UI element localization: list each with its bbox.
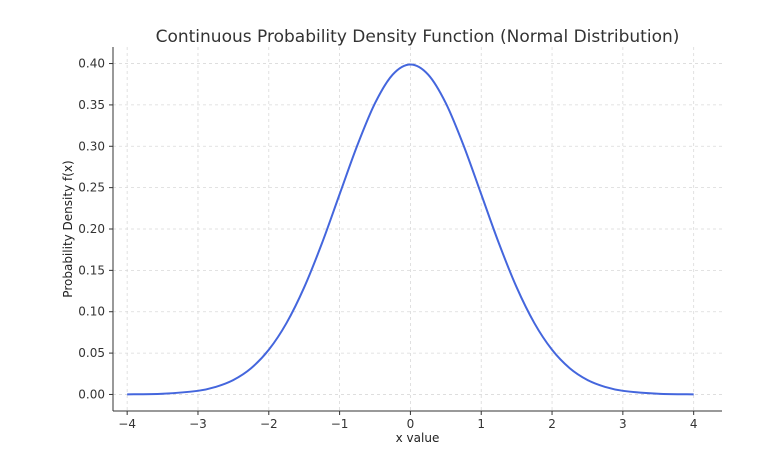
x-tick-label: 0: [407, 417, 415, 431]
y-tick-label: 0.25: [78, 181, 105, 195]
y-tick-label: 0.05: [78, 346, 105, 360]
series-line: [127, 63, 694, 396]
x-ticks: −4 −3 −2 −1 0 1 2 3 4: [118, 411, 697, 431]
x-tick-label: 4: [690, 417, 698, 431]
y-ticks: 0.00 0.05 0.10 0.15 0.20 0.25 0.30 0.35 0.40: [78, 57, 113, 401]
y-axis-label: Probability Density f(x): [61, 160, 75, 297]
y-tick-label: 0.10: [78, 305, 105, 319]
y-tick-label: 0.40: [78, 57, 105, 71]
y-tick-label: 0.20: [78, 222, 105, 236]
x-tick-label: 2: [548, 417, 556, 431]
x-tick-label: −3: [189, 417, 207, 431]
series-layer: [127, 63, 694, 396]
x-tick-label: 3: [619, 417, 627, 431]
y-tick-label: 0.35: [78, 98, 105, 112]
x-tick-label: −4: [118, 417, 136, 431]
x-tick-label: −2: [260, 417, 278, 431]
x-tick-label: 1: [477, 417, 485, 431]
chart-title: Continuous Probability Density Function …: [156, 27, 680, 47]
x-tick-label: −1: [331, 417, 349, 431]
x-axis-label: x value: [396, 431, 440, 445]
grid: [113, 47, 722, 411]
y-tick-label: 0.00: [78, 387, 105, 401]
y-tick-label: 0.30: [78, 139, 105, 153]
y-tick-label: 0.15: [78, 263, 105, 277]
